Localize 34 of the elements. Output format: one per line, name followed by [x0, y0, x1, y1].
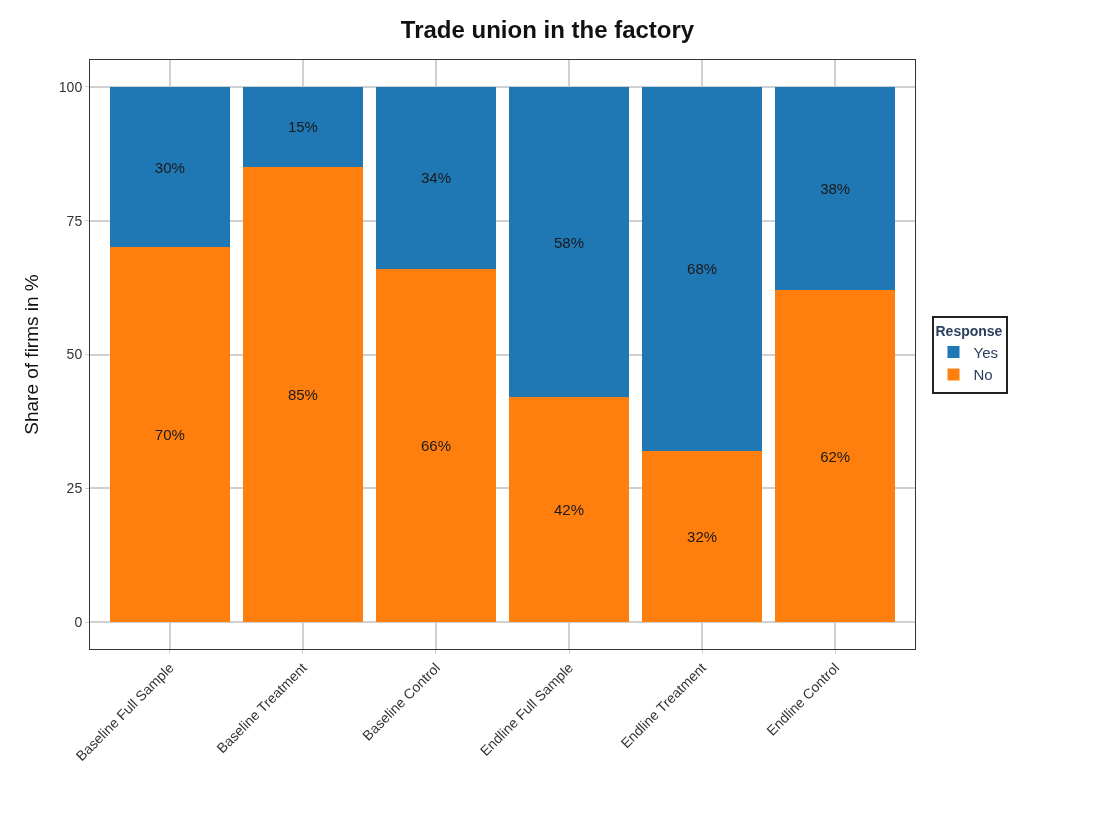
data-label: 30%: [154, 158, 185, 176]
bar: [642, 450, 762, 623]
bar: [642, 86, 762, 451]
bar: [509, 397, 629, 623]
bar: [243, 86, 363, 168]
legend-label: No: [973, 366, 993, 384]
data-label: 42%: [554, 501, 585, 519]
y-tick-label: 25: [66, 480, 83, 497]
data-label: 58%: [554, 233, 585, 251]
y-tick-label: 100: [58, 78, 83, 95]
bar: [509, 86, 629, 398]
data-label: 38%: [820, 180, 851, 198]
data-label: 32%: [687, 528, 718, 546]
y-tick-label: 0: [74, 614, 83, 631]
legend-label: Yes: [973, 343, 998, 361]
data-label: 66%: [420, 437, 451, 455]
data-label: 62%: [820, 447, 851, 465]
data-label: 70%: [154, 426, 185, 444]
data-label: 68%: [687, 260, 718, 278]
bar: [109, 247, 230, 623]
bar: [775, 86, 896, 291]
bar: [376, 86, 496, 269]
bar: [109, 86, 230, 248]
y-tick-label: 50: [66, 346, 83, 363]
legend-title: Response: [935, 322, 1003, 339]
data-label: 34%: [420, 169, 451, 187]
data-label: 85%: [287, 386, 318, 404]
y-tick-label: 75: [66, 212, 83, 229]
bar: [775, 290, 896, 623]
y-axis-title: Share of firms in %: [20, 274, 42, 435]
bar: [376, 268, 496, 623]
data-label: 15%: [287, 118, 318, 136]
bar: [243, 167, 363, 623]
chart-title: Trade union in the factory: [400, 15, 695, 43]
